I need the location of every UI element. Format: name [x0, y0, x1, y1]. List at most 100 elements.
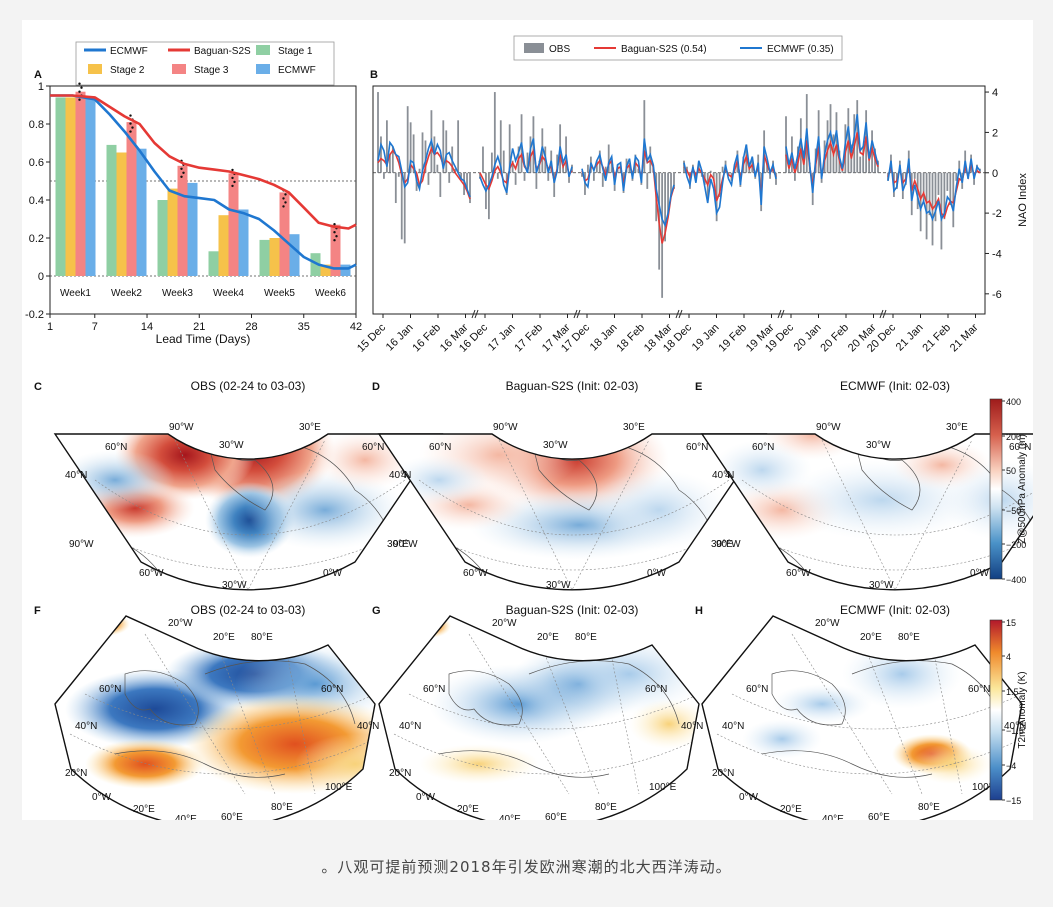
b-obs-bar [406, 106, 409, 173]
map-frame [378, 615, 700, 829]
a-xtick-label: 21 [193, 321, 205, 333]
legend-a: ECMWF Baguan-S2S Stage 1 Stage 2 Stage 3 ECMW… [84, 45, 316, 76]
a-bar-stage-2 [218, 215, 229, 276]
a-bar-stage-2 [269, 238, 280, 276]
colorbar-tick-label: −4 [1006, 761, 1016, 771]
a-bar-stage-2 [65, 97, 76, 277]
a-xtick-label: 42 [350, 321, 362, 333]
colorbar-tick-label: 400 [1006, 397, 1021, 407]
b-obs-bar [587, 164, 589, 173]
anomaly-blob [85, 739, 205, 789]
b-axis-break [471, 309, 476, 319]
b-obs-bar [595, 160, 598, 173]
a-bar-stage-1 [157, 200, 168, 276]
map-lon-label: 90°W [493, 422, 518, 433]
map-lon-label: 40°E [822, 814, 844, 820]
b-obs-bar [712, 172, 715, 181]
colorbar-z-ticks: 400 200 50 −50 −200 −400 [1002, 397, 1026, 585]
map-lon-label: 20°E [133, 804, 155, 815]
a-ensemble-dot [78, 98, 81, 101]
map-coord-label: 90°W [69, 539, 94, 550]
b-xtick-label: 21 Jan [894, 322, 926, 354]
b-obs-bar [421, 132, 424, 173]
b-obs-bar [400, 172, 403, 240]
a-bar-ecmwf [187, 182, 198, 276]
a-ensemble-dot [78, 90, 81, 93]
b-obs-bar [523, 172, 526, 181]
graticule-parallel [716, 733, 1022, 775]
legend-b-label: OBS [549, 44, 570, 55]
b-line-baguan [785, 132, 879, 186]
map-lon-label: 20°W [168, 618, 193, 629]
b-obs-bar [928, 172, 931, 216]
b-line-ecmwf [683, 144, 777, 216]
anomaly-blob [419, 744, 539, 784]
b-obs-bar [547, 172, 550, 181]
b-obs-bar [424, 140, 427, 173]
b-obs-bar [829, 104, 832, 173]
b-obs-bar [592, 172, 595, 181]
b-axis-break [780, 309, 785, 319]
map-field [379, 434, 766, 590]
map-field [55, 616, 375, 824]
colorbar-tick-label: −15 [1006, 796, 1021, 806]
map-lon-label: 90°W [816, 422, 841, 433]
map-lon-label: 30°W [546, 580, 571, 591]
a-ensemble-dot [284, 201, 287, 204]
a-ensemble-dot [78, 82, 81, 85]
map-frame [701, 615, 1023, 829]
a-line-baguan-s2s [50, 94, 357, 230]
b-obs-bar [377, 92, 379, 173]
b-obs-bar [436, 164, 439, 173]
a-bar-stage-2 [320, 264, 331, 276]
b-obs-bar [514, 172, 517, 185]
panel-a-xlabel: Lead Time (Days) [156, 332, 251, 346]
b-xtick-label: 17 Feb [512, 322, 545, 355]
graticule-parallel [393, 733, 699, 775]
b-obs-bar [469, 172, 471, 204]
legend-a-swatch [172, 64, 186, 74]
colorbar-tick-label: 50 [1006, 466, 1016, 476]
a-bar-stage-1 [259, 239, 270, 276]
a-xtick-label: 1 [47, 321, 53, 333]
a-ytick-label: 0.8 [29, 119, 44, 131]
b-obs-bar [785, 116, 787, 173]
map-lon-label: 30°W [219, 440, 244, 451]
b-obs-bar [913, 172, 916, 179]
a-ensemble-dot [282, 205, 285, 208]
map-lon-label: 30°W [866, 440, 891, 451]
anomaly-blob [772, 684, 872, 724]
b-ytick-label: -2 [992, 208, 1002, 220]
b-obs-bar [794, 172, 796, 181]
anomaly-blob [295, 734, 375, 794]
a-xtick-label: 14 [141, 321, 153, 333]
b-obs-bar [958, 160, 961, 173]
anomaly-blob [185, 694, 375, 794]
a-bar-ecmwf [85, 97, 96, 277]
b-line-baguan [377, 146, 471, 200]
b-obs-bar [488, 172, 490, 220]
panel-a-plot: Week1 Week2 Week3 Week4 Week5 Week6 [50, 82, 357, 299]
b-obs-bar [943, 172, 946, 220]
anomaly-blob [629, 699, 699, 749]
colorbar-tick-label: −400 [1006, 575, 1026, 585]
b-obs-bar [442, 120, 445, 173]
colorbar-tick-label: −1.5 [1006, 726, 1024, 736]
b-obs-bar [826, 120, 829, 173]
panel-label: D [372, 381, 380, 393]
figure-svg: ECMWF Baguan-S2S Stage 1 Stage 2 Stage 3 ECMW… [25, 35, 1053, 829]
map-coord-label: 60°N [423, 684, 445, 695]
b-obs-bar [934, 172, 937, 222]
a-category-label: Week3 [162, 288, 193, 299]
map-coord-label: 30°E [387, 539, 409, 550]
b-xtick-label: 17 Jan [486, 322, 518, 354]
b-obs-bar [490, 152, 493, 173]
a-ensemble-dot [333, 231, 336, 234]
b-obs-bar [799, 118, 802, 173]
a-ensemble-dot [333, 239, 336, 242]
map-lon-label: 0°W [970, 568, 990, 579]
graticule-meridian [791, 633, 963, 795]
map-lon-label: 60°E [221, 812, 243, 820]
a-ytick-label: 0.6 [29, 157, 44, 169]
b-obs-bar [643, 100, 646, 173]
